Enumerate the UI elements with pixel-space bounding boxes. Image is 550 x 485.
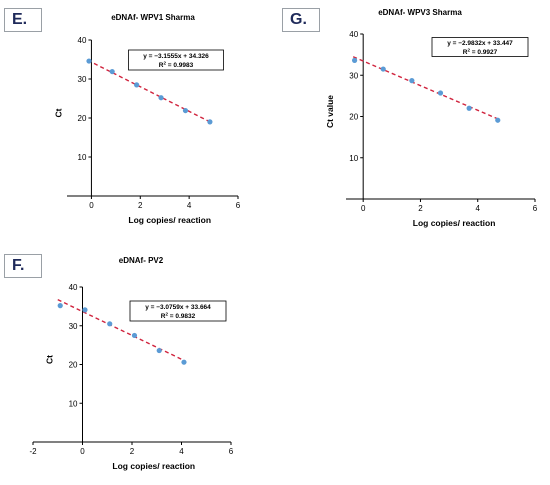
- regression-equation: y = −3.1555x + 34.326: [143, 53, 209, 60]
- data-point: [156, 347, 162, 354]
- chart-panel-e: eDNAf- WPV1 Sharma 10 20 30 40 0 2 4 6 Log copies…: [53, 13, 240, 225]
- chart-panel-g: eDNAf- WPV3 Sharma 10 20 30 40 0 2 4 6 Log copies…: [325, 8, 538, 228]
- r-squared-value: = 0.9927: [470, 49, 498, 56]
- x-axis-label: Log copies/ reaction: [413, 218, 496, 228]
- r-squared-label: R2 = 0.9983: [159, 61, 194, 70]
- y-tick-label: 30: [78, 75, 87, 84]
- data-point: [409, 78, 415, 84]
- x-tick-label: 2: [130, 447, 135, 456]
- trendline: [87, 59, 212, 124]
- data-point: [351, 57, 358, 64]
- chart-title: eDNAf- PV2: [119, 256, 164, 265]
- y-tick-label: 10: [69, 399, 78, 408]
- x-tick-label: -2: [29, 447, 37, 456]
- data-point: [182, 107, 189, 114]
- x-tick-label: 0: [89, 201, 94, 210]
- regression-equation: y = −2.9832x + 33.447: [447, 40, 513, 47]
- chart-panel-f: eDNAf- PV2 10 20 30 40 -2 0 2 4 6 Log copies/ reac…: [29, 256, 233, 471]
- r-squared-superscript: 2: [163, 61, 166, 66]
- x-tick-label: 2: [138, 201, 143, 210]
- r-squared-superscript: 2: [467, 48, 470, 53]
- data-point: [181, 359, 187, 365]
- data-point: [109, 68, 115, 75]
- trendline: [57, 299, 186, 362]
- r-squared-value: = 0.9832: [168, 313, 196, 320]
- chart-title: eDNAf- WPV1 Sharma: [111, 13, 195, 22]
- data-point: [86, 58, 92, 64]
- data-point: [57, 303, 63, 309]
- data-point: [131, 332, 138, 339]
- x-axis-label: Log copies/ reaction: [128, 215, 211, 225]
- y-tick-label: 40: [69, 283, 78, 292]
- r-squared-letter: R: [463, 49, 468, 56]
- y-axis-label: Ct value: [325, 95, 335, 128]
- x-tick-label: 6: [533, 204, 538, 213]
- x-tick-label: 4: [476, 204, 481, 213]
- x-tick-label: 4: [179, 447, 184, 456]
- x-tick-label: 2: [418, 204, 423, 213]
- trendline: [352, 56, 500, 121]
- y-tick-label: 20: [69, 361, 78, 370]
- r-squared-letter: R: [161, 313, 166, 320]
- equation-box: [431, 37, 529, 57]
- r-squared-label: R2 = 0.9832: [161, 312, 196, 321]
- data-point: [380, 66, 386, 72]
- y-tick-label: 20: [78, 114, 87, 123]
- x-tick-label: 4: [187, 201, 192, 210]
- data-point: [134, 82, 140, 88]
- y-axis-label: Ct: [53, 108, 63, 117]
- data-point: [82, 307, 88, 313]
- y-tick-label: 10: [78, 153, 87, 162]
- x-axis-label: Log copies/ reaction: [112, 461, 195, 471]
- panel-label-f: F.: [4, 254, 42, 278]
- r-squared-value: = 0.9983: [166, 62, 194, 69]
- r-squared-label: R2 = 0.9927: [463, 48, 498, 57]
- panel-label-e: E.: [4, 8, 42, 32]
- chart-title: eDNAf- WPV3 Sharma: [378, 8, 462, 17]
- y-tick-label: 30: [349, 71, 358, 80]
- equation-box: [128, 49, 224, 71]
- regression-equation: y = −3.0759x + 33.664: [145, 304, 211, 311]
- data-point: [466, 105, 472, 111]
- x-tick-label: 6: [229, 447, 234, 456]
- panel-label-g: G.: [282, 8, 320, 32]
- x-tick-label: 6: [236, 201, 241, 210]
- y-tick-label: 10: [349, 154, 358, 163]
- x-tick-label: 0: [361, 204, 366, 213]
- y-tick-label: 30: [69, 322, 78, 331]
- y-tick-label: 40: [349, 30, 358, 39]
- equation-box: [129, 300, 227, 322]
- x-tick-label: 0: [80, 447, 85, 456]
- y-tick-label: 40: [78, 36, 87, 45]
- r-squared-superscript: 2: [165, 312, 168, 317]
- data-point: [437, 90, 444, 96]
- data-point: [495, 117, 501, 123]
- y-axis-label: Ct: [45, 355, 55, 364]
- data-point: [158, 95, 164, 101]
- data-point: [107, 321, 113, 327]
- y-tick-label: 20: [349, 113, 358, 122]
- data-point: [207, 119, 213, 125]
- r-squared-letter: R: [159, 62, 164, 69]
